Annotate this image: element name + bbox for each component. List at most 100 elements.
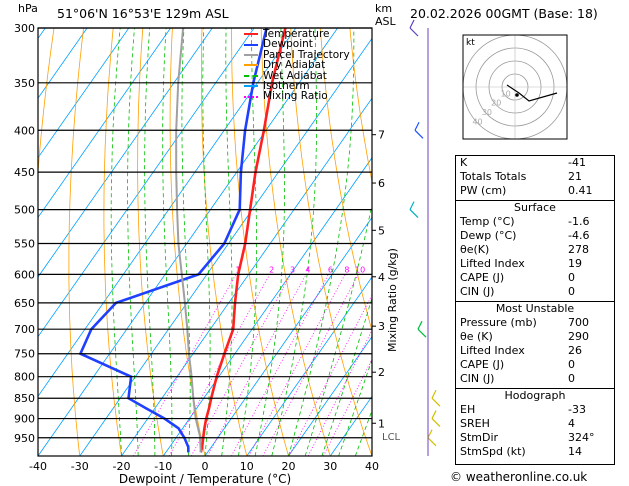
lcl-label: LCL xyxy=(382,432,401,443)
surface-value: -4.6 xyxy=(568,229,590,242)
pressure-tick-label: 300 xyxy=(14,22,35,35)
most-unstable-row: Pressure (mb) 700 xyxy=(456,316,614,330)
surface-label: CIN (J) xyxy=(460,285,495,298)
surface-row: Lifted Index 19 xyxy=(456,257,614,271)
legend-item: Temperature xyxy=(244,29,350,39)
legend-swatch xyxy=(244,85,258,88)
pressure-tick-label: 350 xyxy=(14,77,35,90)
surface-label: CAPE (J) xyxy=(460,271,505,284)
surface-title: Surface xyxy=(514,201,556,214)
pressure-tick-label: 800 xyxy=(14,371,35,384)
wet-adiabat-line xyxy=(127,28,139,456)
legend-swatch xyxy=(244,95,258,98)
most-unstable-value: 700 xyxy=(568,316,589,329)
most-unstable-value: 26 xyxy=(568,344,582,357)
legend-swatch xyxy=(244,64,258,67)
legend-label: Dewpoint xyxy=(263,38,313,51)
isotherm-line xyxy=(0,28,4,456)
wind-barb xyxy=(431,389,441,407)
wind-barb-feather xyxy=(427,429,433,439)
mixing-ratio-label: 2 xyxy=(269,265,274,274)
mixing-ratio-label: 10 xyxy=(355,265,365,274)
hodograph-value: 14 xyxy=(568,445,582,458)
surface-value: -1.6 xyxy=(568,215,590,228)
hodograph-ring-label: 20 xyxy=(491,99,501,108)
dry-adiabat-line xyxy=(616,28,629,456)
hodograph-unit-label: kt xyxy=(466,38,475,48)
hodograph-label: EH xyxy=(460,403,476,416)
mixing-ratio-line xyxy=(323,358,372,456)
surface-row: θe(K) 278 xyxy=(456,243,614,257)
wind-barb-feather xyxy=(414,121,420,131)
surface-value: 0 xyxy=(568,271,575,284)
index-value: -41 xyxy=(568,156,586,169)
wind-barb-staff xyxy=(409,209,419,219)
wet-adiabat-line xyxy=(110,28,122,456)
legend-label: Parcel Trajectory xyxy=(263,48,350,61)
wind-barb xyxy=(414,121,424,139)
most-unstable-label: Pressure (mb) xyxy=(460,316,537,329)
most-unstable-value: 290 xyxy=(568,330,589,343)
surface-value: 278 xyxy=(568,243,589,256)
hodograph-frame xyxy=(462,34,568,140)
mixing-ratio-label: 3 xyxy=(290,265,295,274)
km-tick-label: 6 xyxy=(378,177,385,190)
isotherm-line xyxy=(38,28,130,159)
temperature-tick-label: -40 xyxy=(29,460,47,473)
pressure-tick-label: 400 xyxy=(14,124,35,137)
most-unstable-label: Lifted Index xyxy=(460,344,525,357)
legend-swatch xyxy=(244,53,258,56)
most-unstable-section: Most Unstable Pressure (mb) 700 θe (K) 290 L… xyxy=(456,301,614,386)
most-unstable-label: θe (K) xyxy=(460,330,493,343)
isotherm-line xyxy=(38,28,213,278)
mixing-ratio-line xyxy=(288,294,372,456)
most-unstable-value: 0 xyxy=(568,358,575,371)
mixing-ratio-label: 1 xyxy=(235,265,240,274)
mixing-ratio-line xyxy=(248,274,346,456)
legend-item: Wet Adiabat xyxy=(244,69,350,82)
pressure-tick-label: 500 xyxy=(14,204,35,217)
isotherm-line xyxy=(246,276,372,456)
wind-barb-feather xyxy=(409,19,415,29)
km-tick-label: 7 xyxy=(378,129,385,142)
temperature-tick-label: 30 xyxy=(323,460,337,473)
most-unstable-row: Lifted Index 26 xyxy=(456,344,614,358)
wind-barb xyxy=(409,19,419,37)
temperature-tick-label: -30 xyxy=(71,460,89,473)
pressure-tick-label: 600 xyxy=(14,268,35,281)
hodograph-row: StmDir 324° xyxy=(456,431,614,445)
isotherm-line xyxy=(38,28,171,219)
isotherm-line xyxy=(204,216,372,456)
isotherm-line xyxy=(38,28,338,456)
legend-label: Wet Adiabat xyxy=(263,69,327,82)
hodograph-trace xyxy=(506,84,558,102)
temperature-line xyxy=(199,28,287,453)
wind-barb xyxy=(431,410,441,427)
wind-barb xyxy=(417,320,427,338)
mixing-ratio-line xyxy=(190,274,291,456)
wet-adiabat-line xyxy=(221,28,233,456)
index-label: K xyxy=(460,156,468,169)
index-row: K -41 xyxy=(456,156,614,170)
index-row: Totals Totals 21 xyxy=(456,170,614,184)
wind-barb xyxy=(427,429,437,447)
wet-adiabat-line xyxy=(181,28,191,456)
x-axis-title: Dewpoint / Temperature (°C) xyxy=(119,472,291,486)
surface-value: 0 xyxy=(568,285,575,298)
dry-adiabat-line xyxy=(137,28,164,456)
chart-legend: Temperature Dewpoint Parcel Trajectory Dry … xyxy=(244,29,350,102)
dry-adiabat-line xyxy=(38,28,55,456)
pressure-tick-label: 650 xyxy=(14,297,35,310)
wind-barb-feather xyxy=(431,389,437,399)
mixing-ratio-axis-label: Mixing Ratio (g/kg) xyxy=(386,248,399,352)
mixing-ratio-label: 4 xyxy=(305,265,310,274)
legend-item: Parcel Trajectory xyxy=(244,48,350,61)
surface-row: CIN (J) 0 xyxy=(456,285,614,299)
surface-row: CAPE (J) 0 xyxy=(456,271,614,285)
temperature-tick-label: 20 xyxy=(282,460,296,473)
pressure-tick-label: 900 xyxy=(14,413,35,426)
wind-barb-feather xyxy=(417,320,423,330)
hodograph-row: SREH 4 xyxy=(456,417,614,431)
pressure-tick-label: 950 xyxy=(14,432,35,445)
